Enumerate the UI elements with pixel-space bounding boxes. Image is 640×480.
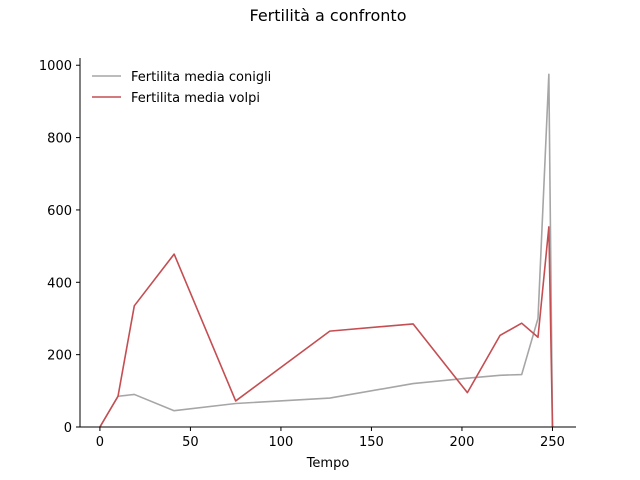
x-tick-label: 250	[540, 435, 565, 450]
x-tick-label: 200	[450, 435, 475, 450]
legend-label-2: Fertilita media volpi	[131, 91, 260, 106]
y-tick-label: 0	[64, 421, 72, 436]
x-tick-label: 100	[269, 435, 294, 450]
series-line-1	[99, 73, 554, 428]
x-tick-label: 50	[182, 435, 199, 450]
x-tick-label: 0	[96, 435, 104, 450]
y-axis: 0 200 400 600 800 1000	[39, 58, 81, 436]
y-tick-label: 400	[47, 276, 72, 291]
legend-label-1: Fertilita media conigli	[131, 70, 271, 85]
x-axis: 0 50 100 150 200 250	[80, 426, 576, 450]
y-tick-label: 600	[47, 204, 72, 219]
series-line-2	[99, 226, 554, 428]
y-tick-label: 1000	[39, 59, 72, 74]
x-tick-label: 150	[359, 435, 384, 450]
chart-title: Fertilità a confronto	[250, 6, 407, 25]
plot-area	[99, 73, 554, 428]
x-axis-title: Tempo	[306, 456, 350, 471]
y-tick-label: 200	[47, 349, 72, 364]
legend: Fertilita media conigli Fertilita media v…	[92, 70, 271, 106]
y-tick-label: 800	[47, 132, 72, 147]
